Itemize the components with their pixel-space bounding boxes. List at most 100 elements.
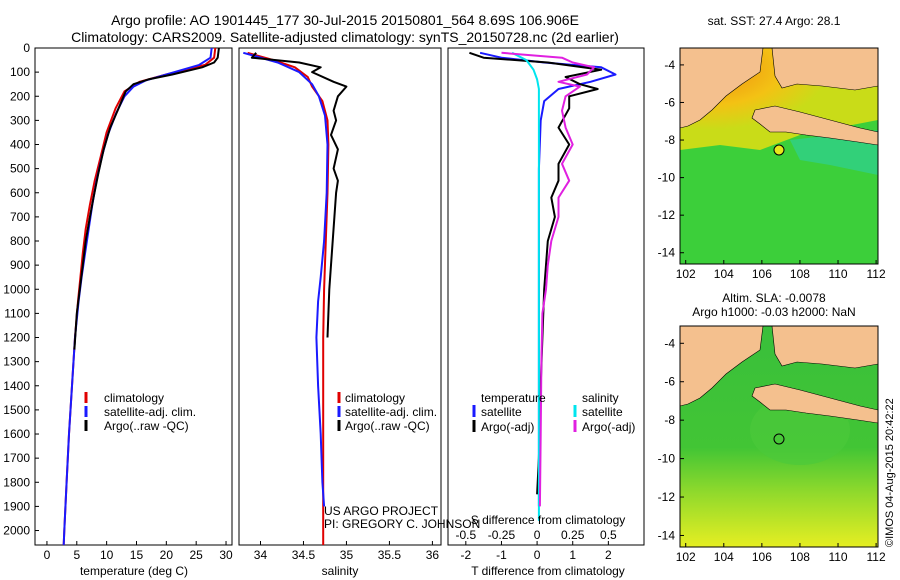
sumatra-land (680, 326, 764, 407)
longitude-tick-label: 106 (752, 550, 772, 564)
longitude-tick-label: 112 (867, 267, 886, 281)
java-land (751, 105, 878, 146)
depth-tick-label: 1400 (3, 379, 30, 393)
longitude-tick-label: 104 (714, 550, 734, 564)
depth-tick-label: 2000 (3, 524, 30, 538)
s-diff-tick-label: 0.25 (561, 528, 585, 542)
temperature-tick-label: 25 (190, 548, 204, 562)
latitude-tick-label: -14 (658, 528, 676, 542)
s-diff-x-label: S difference from climatology (471, 513, 626, 527)
depth-tick-label: 1600 (3, 427, 30, 441)
t-diff-tick-label: 0 (534, 548, 541, 562)
sla-map-frame (679, 325, 879, 548)
longitude-tick-label: 108 (790, 267, 810, 281)
series-line-s-argo (501, 51, 596, 507)
depth-tick-label: 1900 (3, 499, 30, 513)
salinity-tick-label: 34.5 (292, 548, 316, 562)
project-credit: US ARGO PROJECT (324, 504, 439, 518)
title-line1: Argo profile: AO 1901445_177 30-Jul-2015… (111, 12, 579, 28)
sla-map-subtitle: Argo h1000: -0.03 h2000: NaN (692, 305, 855, 319)
series-line-satellite (243, 51, 329, 507)
java-land (751, 383, 878, 424)
imos-credit: ©IMOS 04-Aug-2015 20:42:22 (884, 398, 896, 547)
s-diff-tick-label: 0 (534, 528, 541, 542)
depth-tick-label: 900 (10, 258, 30, 272)
depth-tick-label: 1700 (3, 451, 30, 465)
legend-label-s-argo: Argo(-adj) (582, 420, 635, 434)
sst-map-frame (679, 47, 879, 265)
difference-panel-frame (447, 47, 645, 546)
sst-map-title: sat. SST: 27.4 Argo: 28.1 (708, 14, 841, 28)
salinity-tick-label: 34 (254, 548, 268, 562)
pi-credit: PI: GREGORY C. JOHNSON (324, 517, 480, 531)
temperature-panel-frame (34, 47, 233, 546)
latitude-tick-label: -6 (664, 375, 675, 389)
depth-tick-label: 100 (10, 65, 30, 79)
t-diff-tick-label: -1 (496, 548, 507, 562)
depth-tick-label: 1200 (3, 331, 30, 345)
s-diff-tick-label: -0.5 (455, 528, 476, 542)
salinity-x-label: salinity (322, 564, 359, 578)
difference-x-ticks: -2 -1 0 1 2 -0.5 -0.25 0 0.25 0.5 (455, 528, 617, 562)
depth-tick-label: 500 (10, 162, 30, 176)
longitude-tick-label: 102 (676, 267, 696, 281)
latitude-tick-label: -12 (658, 208, 676, 222)
legend-label-climatology: climatology (345, 391, 405, 405)
longitude-tick-label: 112 (867, 550, 886, 564)
latitude-tick-label: -12 (658, 490, 676, 504)
depth-tick-label: 700 (10, 210, 30, 224)
legend-label-satellite: satellite-adj. clim. (104, 405, 196, 419)
depth-tick-label: 600 (10, 186, 30, 200)
latitude-tick-label: -10 (658, 171, 676, 185)
difference-series (469, 51, 617, 521)
depth-tick-label: 1000 (3, 282, 30, 296)
temperature-tick-label: 5 (73, 548, 80, 562)
legend-header-salinity: salinity (582, 391, 619, 405)
depth-tick-label: 1300 (3, 355, 30, 369)
temperature-x-ticks: 0 5 10 15 20 25 30 (44, 541, 233, 562)
series-line-satellite (62, 47, 213, 546)
s-diff-tick-label: -0.25 (488, 528, 516, 542)
legend-label-argo: Argo(..raw -QC) (345, 419, 430, 433)
legend-label-s-satellite: satellite (582, 405, 623, 419)
depth-tick-label: 1800 (3, 475, 30, 489)
sla-map-title: Altim. SLA: -0.0078 (722, 291, 826, 305)
difference-legend: temperature salinity satellite Argo(-adj… (472, 391, 635, 434)
legend-header-temperature: temperature (481, 391, 546, 405)
longitude-tick-label: 110 (828, 267, 847, 281)
sla-map-ticks: 102 104 106 108 110 112 -4 -6 -8 -10 -12 -14 (658, 336, 886, 564)
latitude-tick-label: -6 (664, 95, 675, 109)
longitude-tick-label: 108 (790, 550, 810, 564)
depth-axis: 0 100 200 300 400 500 600 700 800 900 1000 1100 1200… (3, 41, 39, 538)
t-diff-x-label: T difference from climatology (471, 564, 625, 578)
legend-label-argo: Argo(..raw -QC) (104, 419, 189, 433)
series-line-climatology (62, 47, 217, 546)
borneo-land (771, 326, 878, 369)
t-diff-tick-label: 2 (605, 548, 612, 562)
longitude-tick-label: 102 (676, 550, 696, 564)
temperature-tick-label: 0 (44, 548, 51, 562)
series-line-t-satellite (479, 51, 617, 507)
latitude-tick-label: -8 (664, 133, 675, 147)
t-diff-tick-label: -2 (460, 548, 471, 562)
depth-tick-label: 800 (10, 234, 30, 248)
legend-label-climatology: climatology (104, 391, 164, 405)
legend-label-satellite: satellite-adj. clim. (345, 405, 437, 419)
temperature-x-label: temperature (deg C) (80, 564, 188, 578)
depth-tick-label: 400 (10, 138, 30, 152)
temperature-tick-label: 30 (219, 548, 233, 562)
longitude-tick-label: 106 (752, 267, 772, 281)
salinity-tick-label: 35.5 (378, 548, 402, 562)
sla-map (680, 326, 878, 547)
depth-tick-label: 1100 (4, 306, 30, 320)
borneo-land (771, 48, 878, 91)
salinity-series (243, 51, 348, 545)
salinity-tick-label: 35 (340, 548, 354, 562)
legend-label-t-argo: Argo(-adj) (481, 420, 534, 434)
latitude-tick-label: -4 (664, 58, 675, 72)
t-diff-tick-label: 1 (569, 548, 576, 562)
title-line2: Climatology: CARS2009. Satellite-adjuste… (71, 29, 619, 45)
series-line-climatology (247, 51, 330, 545)
sst-map-ticks: 102 104 106 108 110 112 -4 -6 -8 -10 -12 -14 (658, 58, 886, 281)
depth-tick-label: 0 (23, 41, 30, 55)
